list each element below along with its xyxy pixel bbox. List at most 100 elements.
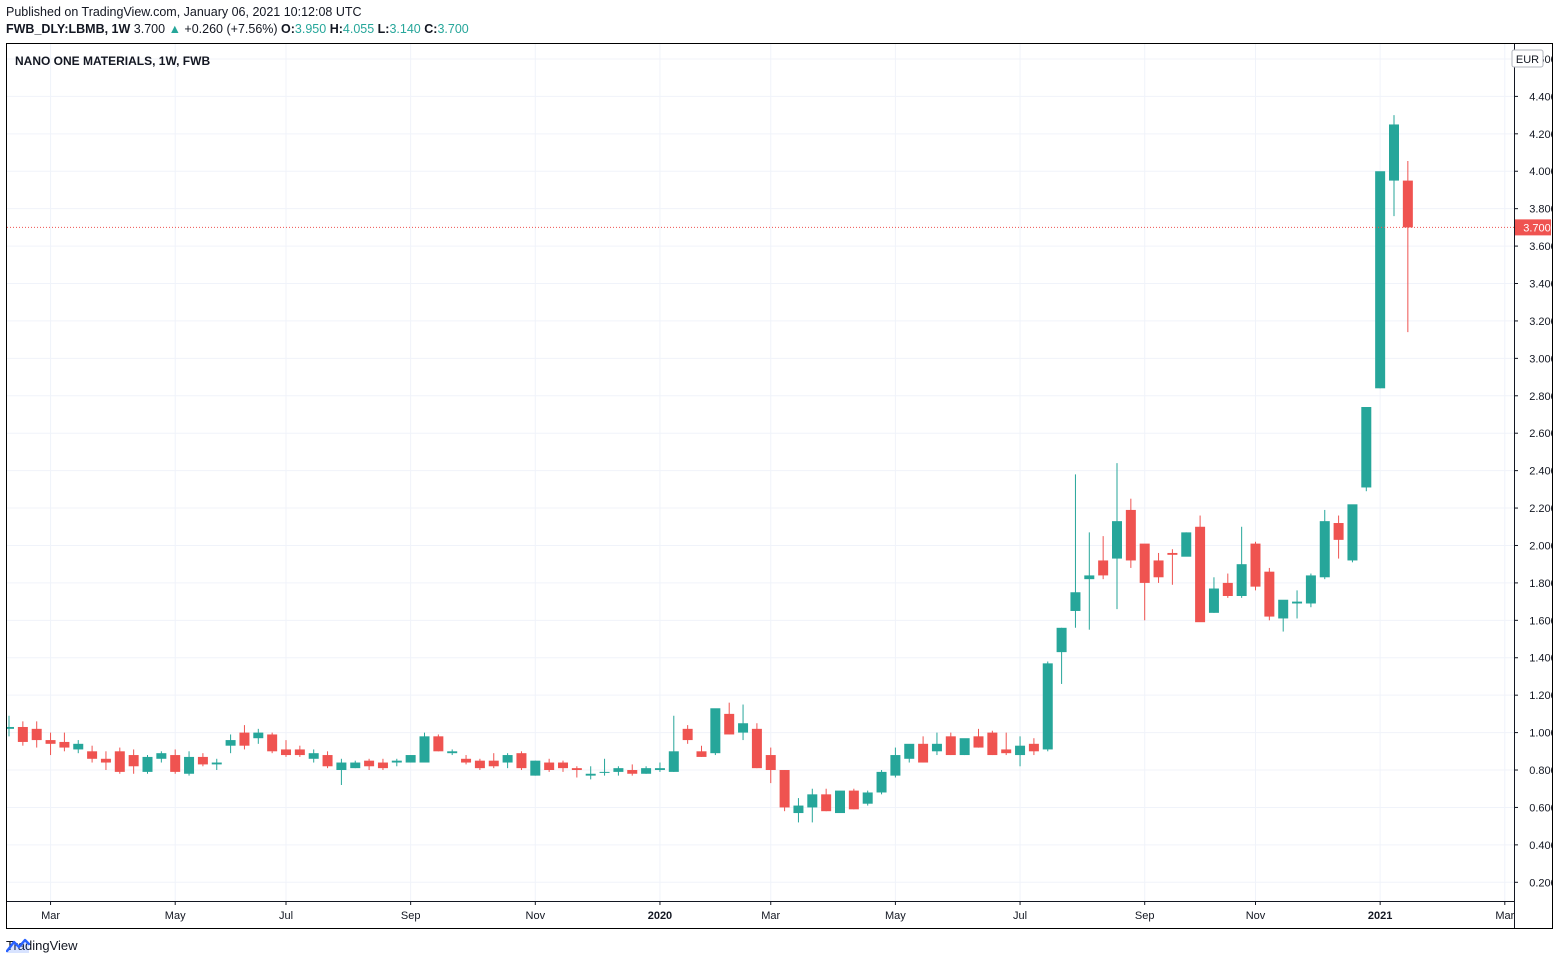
y-tick-label: 0.400 [1529, 840, 1552, 852]
y-tick-label: 2.800 [1529, 391, 1552, 403]
candle-body [1347, 504, 1358, 561]
tradingview-logo-icon [6, 938, 30, 953]
candle-body [1098, 560, 1109, 576]
x-tick-label: 2021 [1368, 910, 1392, 922]
close-value: 3.700 [437, 22, 469, 36]
candle-body [945, 736, 956, 756]
candle-body [433, 736, 444, 752]
x-tick-label: Sep [1135, 910, 1155, 922]
candle-body [1015, 745, 1026, 756]
open-value: 3.950 [294, 22, 327, 36]
candle-body [696, 751, 707, 757]
candles-layer [7, 115, 1413, 823]
y-tick-label: 1.000 [1529, 728, 1552, 740]
candle-body [100, 758, 111, 763]
y-tick-label: 3.000 [1529, 353, 1552, 365]
candle-body [114, 751, 125, 772]
y-tick-label: 1.800 [1529, 578, 1552, 590]
chart-title: NANO ONE MATERIALS, 1W, FWB [15, 54, 210, 68]
candle-body [253, 732, 264, 739]
candle-body [211, 762, 222, 765]
published-caption: Published on TradingView.com, January 06… [6, 5, 362, 19]
currency-box[interactable] [1511, 49, 1544, 68]
candle-body [668, 751, 679, 772]
candle-body [31, 728, 42, 741]
candle-body [447, 751, 458, 754]
candle-body [1222, 582, 1233, 596]
y-tick-label: 3.600 [1529, 241, 1552, 253]
candle-body [1112, 521, 1122, 559]
candle-body [1208, 588, 1219, 613]
candle-body [391, 760, 402, 763]
candle-body [862, 792, 873, 804]
candle-body [1001, 749, 1012, 754]
candle-body [1319, 521, 1330, 578]
footer-brand[interactable]: TradingView [6, 938, 78, 953]
candle-body [45, 740, 56, 744]
x-tick-label: May [165, 910, 186, 922]
change-value: +0.260 (+7.56%) [184, 22, 278, 36]
candle-body [461, 758, 472, 763]
candle-body [488, 760, 499, 767]
candle-body [87, 751, 98, 759]
y-tick-label: 3.400 [1529, 279, 1552, 291]
candle-body [184, 756, 195, 774]
candle-body [1042, 663, 1053, 750]
candle-body [876, 771, 887, 793]
candle-body [613, 768, 624, 772]
x-tick-label: Jul [1013, 910, 1027, 922]
candle-body [225, 740, 236, 746]
last-price-tag [1515, 219, 1551, 236]
candle-body [1167, 552, 1178, 555]
low-value: 3.140 [389, 22, 421, 36]
candle-body [1139, 543, 1150, 583]
candle-body [516, 753, 527, 769]
candle-body [779, 770, 790, 808]
ohlc-legend: FWB_DLY:LBMB, 1W 3.700 ▲ +0.260 (+7.56%)… [6, 22, 469, 36]
last-price-tag-label: 3.700 [1523, 222, 1551, 234]
candle-body [848, 790, 859, 810]
candle-body [17, 726, 28, 742]
candle-body [281, 749, 291, 756]
candle-body [1402, 180, 1413, 228]
candlestick-chart[interactable]: 0.200 0.400 0.600 0.800 1.000 1.200 1.400 1.600… [7, 44, 1552, 928]
candle-body [322, 755, 333, 767]
y-tick-label: 1.400 [1529, 653, 1552, 665]
candle-body [599, 771, 610, 773]
y-tick-label: 2.400 [1529, 466, 1552, 478]
candle-body [474, 760, 485, 769]
y-tick-label: 2.000 [1529, 540, 1552, 552]
candle-body [377, 762, 388, 769]
candle-body [1305, 575, 1316, 604]
y-tick-label: 2.200 [1529, 503, 1552, 515]
candle-body [128, 755, 139, 767]
candle-body [73, 743, 84, 750]
candle-body [682, 728, 693, 741]
candle-body [585, 773, 596, 776]
candle-body [1056, 627, 1067, 653]
candle-body [1181, 532, 1192, 557]
candle-body [59, 741, 70, 748]
candle-body [918, 743, 929, 763]
grid-layer [7, 44, 1514, 901]
candle-body [530, 760, 541, 776]
y-tick-label: 4.200 [1529, 129, 1552, 141]
y-tick-label: 1.200 [1529, 690, 1552, 702]
up-arrow-icon: ▲ [168, 22, 181, 36]
candle-body [904, 743, 915, 759]
x-tick-label: Mar [1495, 910, 1514, 922]
candle-body [294, 749, 305, 756]
high-value: 4.055 [342, 22, 375, 36]
candle-body [1375, 171, 1386, 389]
candle-body [724, 713, 735, 735]
candle-body [1084, 575, 1095, 580]
y-tick-label: 3.200 [1529, 316, 1552, 328]
candle-body [1389, 124, 1399, 181]
candle-body [364, 760, 375, 767]
candle-body [654, 768, 665, 771]
candle-body [502, 755, 513, 763]
chart-frame[interactable]: 0.200 0.400 0.600 0.800 1.000 1.200 1.400 1.600… [6, 43, 1553, 929]
open-label: O: [281, 22, 295, 36]
candle-body [419, 736, 430, 763]
candle-body [807, 794, 818, 808]
